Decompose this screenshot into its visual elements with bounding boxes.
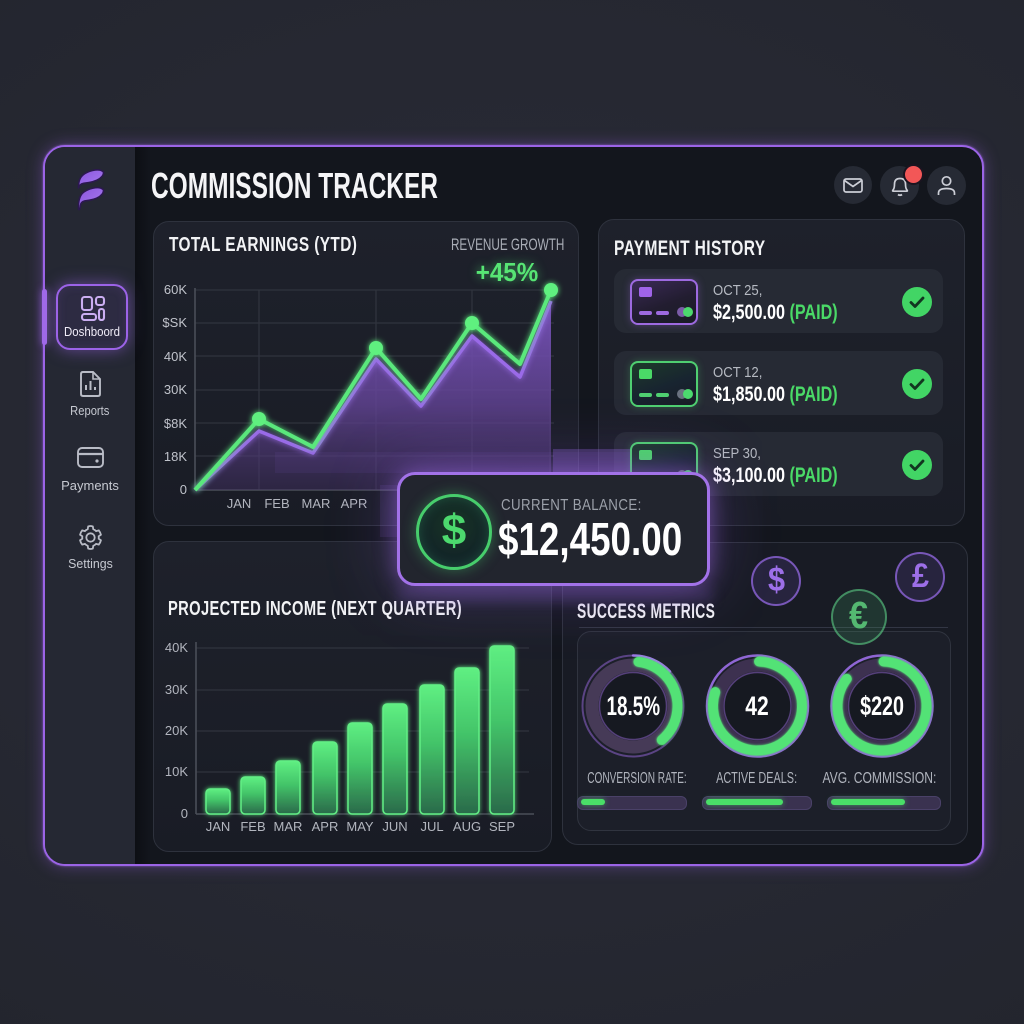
svg-text:$SK: $SK [162,315,187,330]
svg-text:60K: 60K [164,282,187,297]
svg-text:18K: 18K [164,449,187,464]
svg-text:SEP: SEP [489,819,515,834]
svg-text:30K: 30K [165,682,188,697]
svg-text:$8K: $8K [164,416,187,431]
svg-text:APR: APR [341,496,368,511]
svg-text:MAR: MAR [274,819,303,834]
svg-text:JUL: JUL [420,819,443,834]
svg-text:40K: 40K [164,349,187,364]
svg-text:FEB: FEB [264,496,289,511]
svg-text:0: 0 [180,482,187,497]
svg-text:10K: 10K [165,764,188,779]
svg-text:APR: APR [312,819,339,834]
svg-text:MAR: MAR [302,496,331,511]
svg-text:AUG: AUG [453,819,481,834]
svg-text:20K: 20K [165,723,188,738]
svg-text:40K: 40K [165,640,188,655]
svg-text:0: 0 [181,806,188,821]
svg-text:JAN: JAN [206,819,231,834]
svg-text:MAY: MAY [346,819,374,834]
svg-text:FEB: FEB [240,819,265,834]
svg-text:JAN: JAN [227,496,252,511]
svg-text:30K: 30K [164,382,187,397]
svg-text:JUN: JUN [382,819,407,834]
